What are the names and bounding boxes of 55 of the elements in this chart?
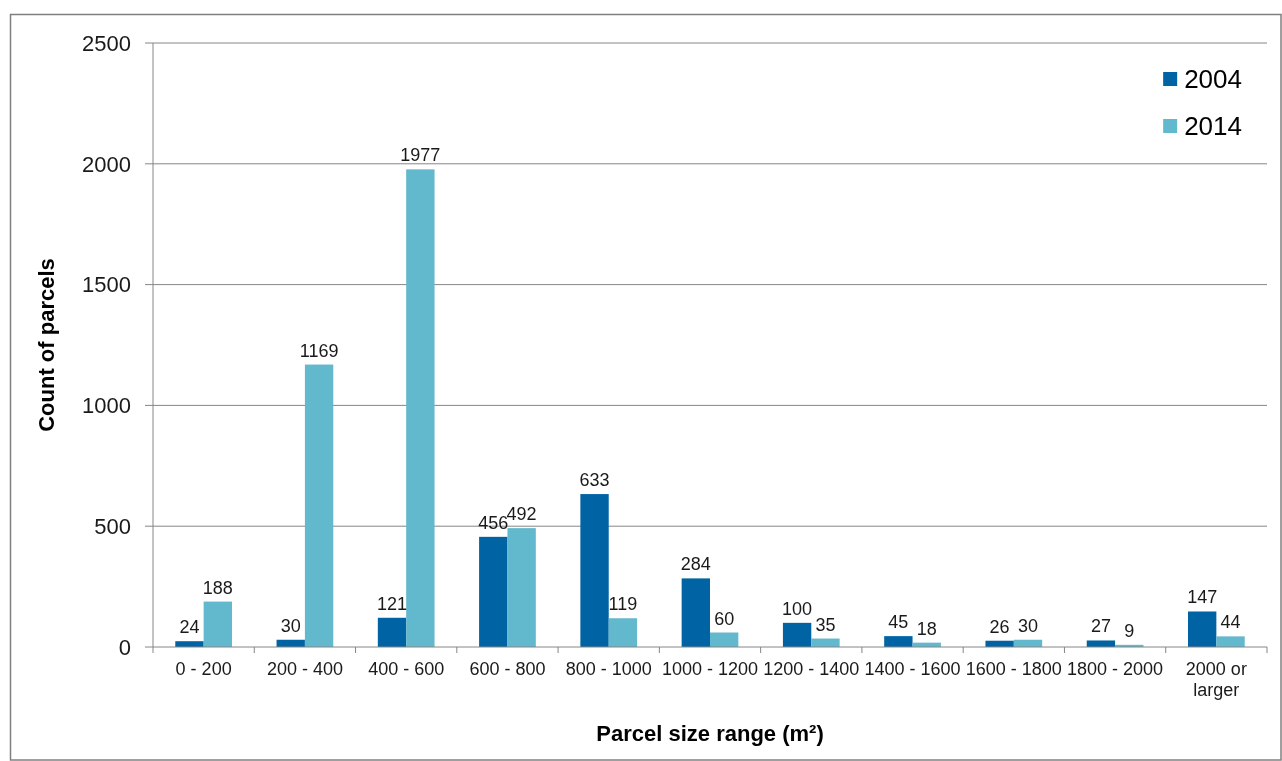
x-tick-label: 1200 - 1400 [763, 659, 860, 679]
data-label: 633 [579, 470, 610, 491]
data-label: 9 [1124, 620, 1135, 641]
bar [1188, 611, 1217, 647]
data-label: 26 [989, 616, 1010, 637]
bar [304, 364, 334, 647]
bar [1216, 636, 1245, 647]
bar [608, 618, 638, 647]
x-tick-label: 1600 - 1800 [965, 659, 1062, 679]
x-tick-label: 1800 - 2000 [1067, 659, 1164, 679]
data-label: 35 [815, 614, 836, 635]
legend-label: 2004 [1184, 64, 1242, 95]
x-tick-label: 400 - 600 [368, 659, 445, 679]
bar [884, 636, 913, 647]
bar [377, 617, 407, 647]
data-label: 44 [1220, 612, 1241, 633]
x-tick-label: 2000 or larger [1185, 659, 1247, 700]
bar [681, 578, 710, 647]
data-label: 27 [1090, 616, 1111, 637]
data-label: 24 [179, 617, 200, 638]
y-tick-label: 1000 [82, 393, 131, 419]
data-label: 30 [280, 615, 301, 636]
data-label: 147 [1187, 587, 1218, 608]
data-label: 188 [202, 577, 233, 598]
bar [782, 622, 812, 647]
x-tick-label: 1000 - 1200 [661, 659, 759, 679]
data-label: 121 [376, 593, 408, 614]
data-label: 30 [1017, 615, 1039, 636]
y-tick-label: 500 [94, 513, 131, 539]
data-label: 1977 [400, 145, 441, 166]
y-tick-label: 2500 [82, 30, 131, 56]
data-label: 1169 [299, 340, 339, 361]
data-label: 60 [714, 608, 735, 629]
y-axis-title: Count of parcels [34, 258, 59, 432]
y-tick-label: 1500 [82, 272, 131, 298]
x-axis-title: Parcel size range (m²) [596, 721, 824, 746]
y-tick-label: 0 [118, 634, 131, 660]
bar [479, 536, 508, 647]
x-tick-label: 200 - 400 [266, 659, 343, 679]
x-tick-label: 600 - 800 [469, 659, 546, 679]
data-label: 119 [608, 594, 638, 615]
bar [507, 528, 536, 647]
x-tick-label: 0 - 200 [175, 659, 232, 679]
data-label: 45 [888, 612, 909, 633]
y-tick-label: 2000 [82, 151, 131, 177]
legend-label: 2014 [1184, 111, 1242, 142]
bar [1086, 640, 1116, 647]
bar [406, 169, 435, 647]
data-label: 18 [916, 618, 937, 639]
bar [203, 601, 232, 647]
bar [580, 494, 609, 647]
data-label: 100 [782, 598, 813, 619]
x-tick-label: 1400 - 1600 [864, 659, 961, 679]
x-tick-label: 800 - 1000 [565, 659, 652, 679]
data-label: 284 [680, 554, 711, 575]
